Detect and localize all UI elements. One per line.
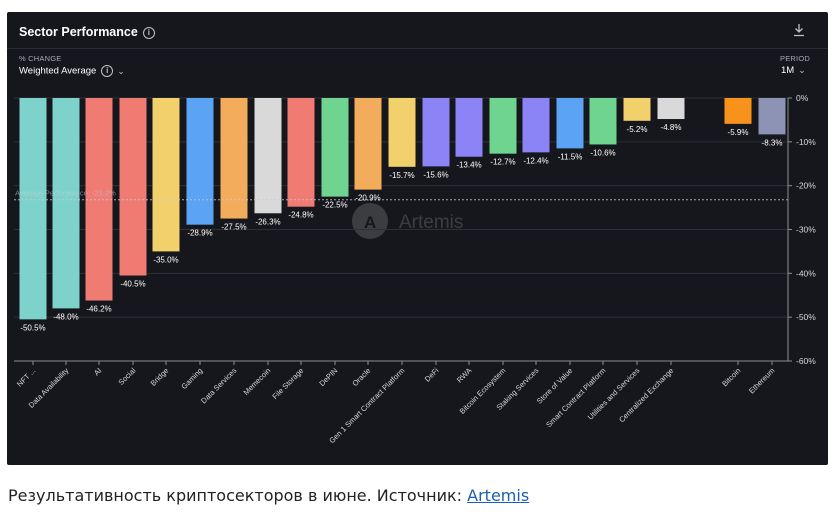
y-tick-label: -60% xyxy=(796,356,816,366)
bar-15[interactable] xyxy=(522,98,550,153)
data-label: -27.5% xyxy=(221,223,246,232)
metric-select[interactable]: Weighted Average i ⌄ xyxy=(19,65,125,77)
bar-8[interactable] xyxy=(287,98,315,207)
metric-info-icon[interactable]: i xyxy=(101,65,114,77)
x-tick-label: File Storage xyxy=(270,366,305,401)
caption-text: Результативность криптосекторов в июне. … xyxy=(8,486,468,505)
x-tick-label: DeFi xyxy=(423,366,441,384)
bar-7[interactable] xyxy=(254,98,282,214)
bar-11[interactable] xyxy=(388,98,416,167)
data-label: -13.4% xyxy=(456,161,481,170)
x-tick-label: Data Services xyxy=(199,366,239,406)
x-tick-label: RWA xyxy=(455,366,473,384)
bar-4[interactable] xyxy=(152,98,180,252)
data-label: -5.2% xyxy=(627,125,648,134)
data-label: -50.5% xyxy=(20,323,45,332)
caption: Результативность криптосекторов в июне. … xyxy=(8,486,529,505)
metric-label: % CHANGE xyxy=(19,54,62,63)
bar-14[interactable] xyxy=(489,98,517,154)
y-tick-label: 0% xyxy=(796,93,809,103)
data-label: -11.5% xyxy=(558,152,583,161)
data-label: -22.5% xyxy=(322,201,347,210)
data-label: -5.9% xyxy=(728,128,749,137)
y-tick-label: -10% xyxy=(796,137,816,147)
average-label: Average Performance: -23.2% xyxy=(15,189,116,198)
artemis-watermark: A Artemis xyxy=(352,203,463,239)
bar-9[interactable] xyxy=(321,98,349,197)
data-label: -40.5% xyxy=(120,280,145,289)
bar-19[interactable] xyxy=(657,98,685,120)
x-tick-label: AI xyxy=(92,366,103,377)
x-tick-label: Memecoin xyxy=(242,366,273,397)
data-label: -8.3% xyxy=(762,138,783,147)
chevron-down-icon: ⌄ xyxy=(117,65,125,76)
data-label: -15.7% xyxy=(389,171,414,180)
data-label: -35.0% xyxy=(153,255,178,264)
data-label: -46.2% xyxy=(86,305,111,314)
download-icon[interactable] xyxy=(792,22,806,38)
period-chevron-down-icon: ⌄ xyxy=(798,65,806,75)
x-tick-label: DePIN xyxy=(317,366,339,388)
period-select-value: 1M xyxy=(781,65,795,76)
data-label: -12.7% xyxy=(490,158,515,167)
data-label: -10.6% xyxy=(590,148,615,157)
x-tick-label: Bridge xyxy=(149,366,171,388)
period-select[interactable]: 1M ⌄ xyxy=(781,65,806,76)
bar-10[interactable] xyxy=(354,98,382,190)
data-label: -20.9% xyxy=(355,194,380,203)
y-tick-label: -40% xyxy=(796,268,816,278)
bar-0[interactable] xyxy=(19,98,47,320)
chart-panel: Sector Performance i % CHANGE Weighted Av… xyxy=(7,12,828,465)
x-tick-label: NFT ... xyxy=(15,366,37,388)
y-tick-label: -20% xyxy=(796,181,816,191)
bar-6[interactable] xyxy=(220,98,248,219)
bar-20[interactable] xyxy=(724,98,752,124)
x-tick-label: Bitcoin xyxy=(720,366,742,388)
x-tick-label: Social xyxy=(117,366,138,387)
y-tick-label: -50% xyxy=(796,312,816,322)
data-label: -12.4% xyxy=(523,156,548,165)
y-tick-label: -30% xyxy=(796,225,816,235)
bar-16[interactable] xyxy=(556,98,584,149)
metric-select-value: Weighted Average xyxy=(19,65,97,77)
bar-21[interactable] xyxy=(758,98,786,135)
data-label: -26.3% xyxy=(255,217,280,226)
bar-3[interactable] xyxy=(119,98,147,276)
data-label: -4.8% xyxy=(661,123,682,132)
bar-17[interactable] xyxy=(589,98,617,145)
data-label: -28.9% xyxy=(187,229,212,238)
data-label: -15.6% xyxy=(423,170,448,179)
bar-chart: A Artemis Average Performance: -23.2% -5… xyxy=(14,93,816,445)
header-divider xyxy=(7,48,828,49)
data-label: -24.8% xyxy=(288,211,313,220)
bar-13[interactable] xyxy=(455,98,483,157)
caption-link[interactable]: Artemis xyxy=(467,486,530,505)
watermark-text: Artemis xyxy=(399,212,463,233)
bar-1[interactable] xyxy=(52,98,80,309)
chart-title-text: Sector Performance xyxy=(19,25,138,39)
data-label: -48.0% xyxy=(53,312,78,321)
bar-18[interactable] xyxy=(623,98,651,121)
bar-5[interactable] xyxy=(186,98,214,225)
x-tick-label: Smart Contract Platform xyxy=(544,366,607,429)
x-tick-label: Oracle xyxy=(350,366,372,388)
svg-text:A: A xyxy=(364,213,376,232)
period-label: PERIOD xyxy=(780,54,810,63)
chart-title: Sector Performance i xyxy=(19,25,155,39)
x-tick-label: Gaming xyxy=(179,366,204,391)
info-icon[interactable]: i xyxy=(142,26,155,39)
bar-12[interactable] xyxy=(422,98,450,167)
x-tick-label: Ethereum xyxy=(747,366,776,395)
